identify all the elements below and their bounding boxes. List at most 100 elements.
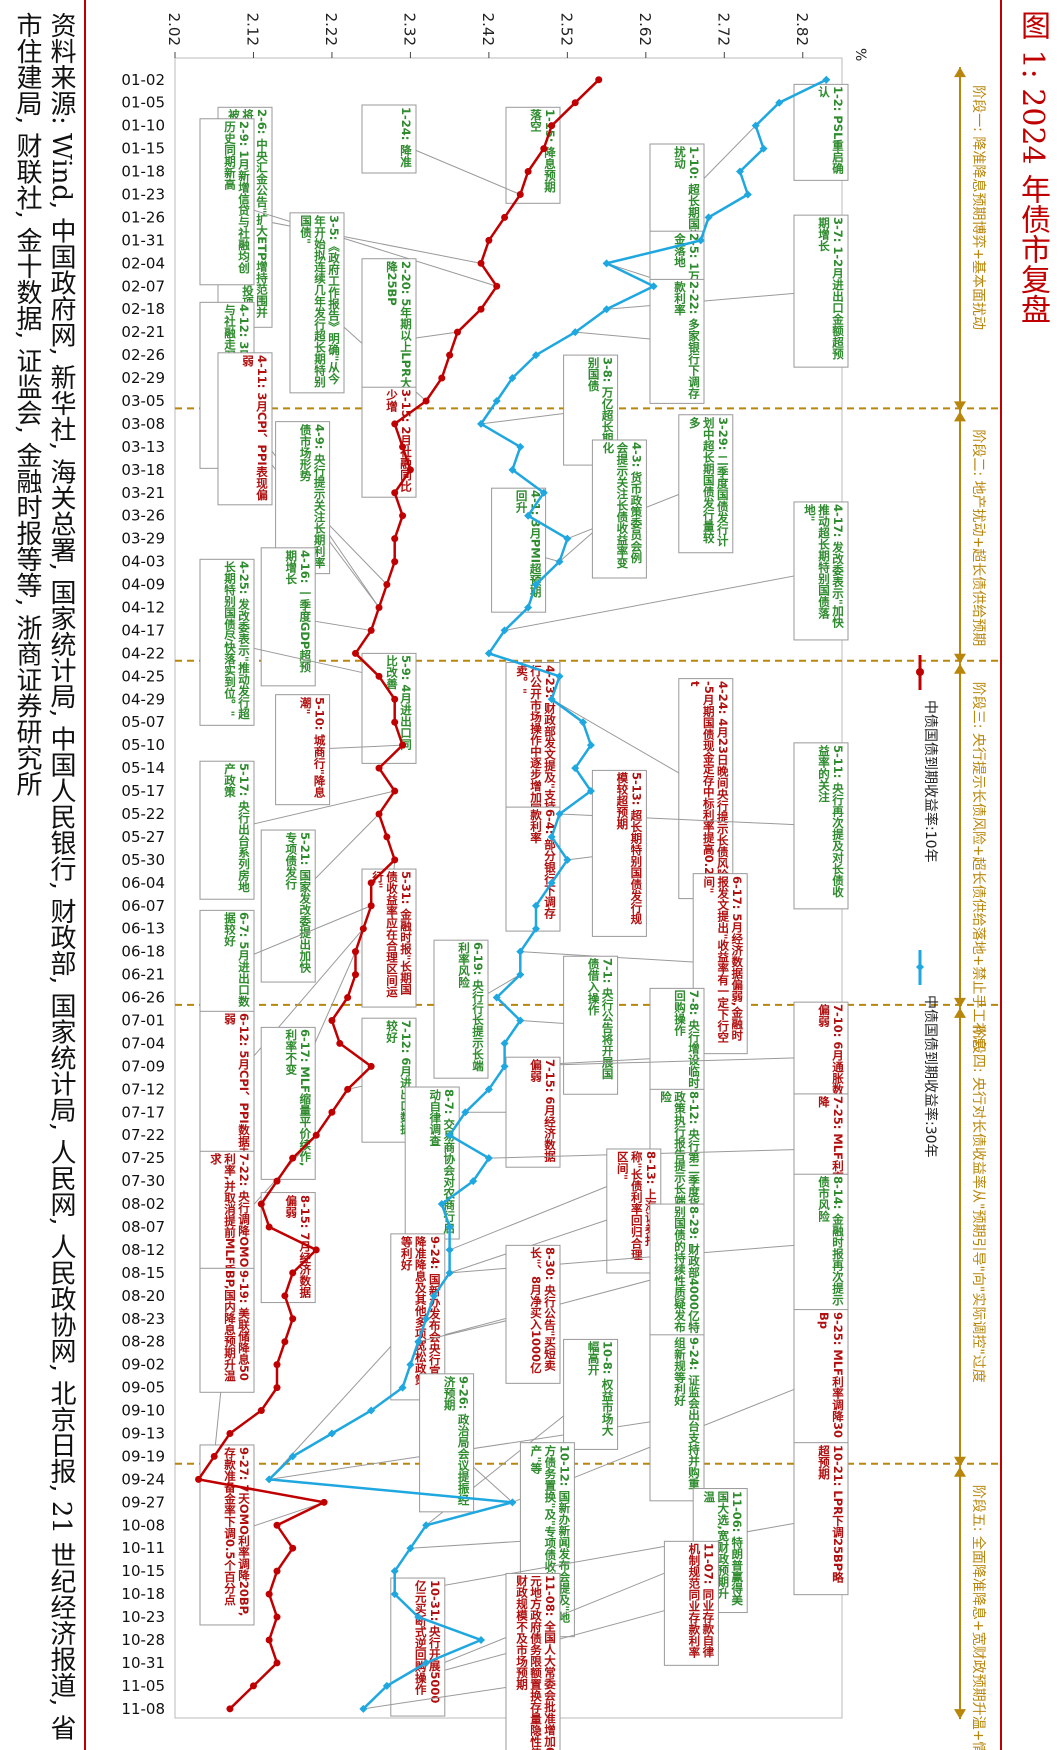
annotation-text-frame: 7-1: 央行公告将开展国债借入操作 (586, 958, 615, 1080)
date-tick-label: 03-18 (121, 461, 165, 479)
date-tick-label: 01-26 (121, 208, 165, 226)
annotation-box (505, 1056, 561, 1168)
data-point-10y (375, 764, 383, 772)
data-point-30y (484, 1154, 493, 1163)
annotation-box (793, 1173, 849, 1313)
annotation-text: 5-21: 国家发改委提出加快专项债发行 (284, 832, 313, 973)
annotation-text-frame: 1-2: PSL重启确认 (817, 86, 845, 174)
annotation-text: 9-19: 美联储降息50BP,国内降息预期升温 (223, 1270, 251, 1382)
annotation-text-frame: 6-12: 5月CPI、PPI数据走弱 (223, 1013, 251, 1158)
data-point-30y (445, 1245, 454, 1254)
annotation-text-frame: 5-9: 4月进出口同比改善 (385, 655, 413, 750)
annotation-box (563, 955, 619, 1095)
annotation-text: 7-1: 央行公告将开展国债借入操作 (586, 958, 615, 1080)
data-point-10y (391, 535, 399, 543)
data-point-30y (649, 282, 658, 291)
annotation-box (199, 558, 255, 726)
annotation-text: 10-21: LPR下调25BP略超预期 (817, 1444, 845, 1583)
data-point-10y (501, 213, 509, 221)
annotation-text-frame: 5-31: 金融时报"长期国债收益率应在合理区间运行" (371, 871, 413, 998)
date-tick-label: 10-18 (121, 1585, 165, 1603)
date-tick-label: 02-29 (121, 369, 165, 387)
annotation-text: 1-24: 降准 (399, 107, 413, 168)
annotation-box (433, 939, 489, 1079)
date-tick-label: 03-08 (121, 415, 165, 433)
data-point-10y (351, 649, 359, 657)
data-point-30y (696, 236, 705, 245)
date-tick-label: 08-20 (121, 1287, 165, 1305)
annotation-text: 5-17: 央行出台系列房地产政策 (223, 763, 251, 893)
phase-arrow-end (954, 1456, 966, 1467)
date-tick-label: 06-04 (121, 874, 165, 892)
value-tick-label: 2.82 (793, 13, 811, 46)
date-tick-label: 04-12 (121, 598, 165, 616)
annotation-text-frame: 4-1: 3月PMI超预期回升 (515, 490, 543, 598)
data-point-10y (383, 581, 391, 589)
data-point-30y (327, 1429, 336, 1438)
data-point-10y (320, 1498, 328, 1506)
legend-label-10y: 中债国债到期收益率:10年 (922, 700, 939, 863)
annotation-box (260, 1026, 316, 1180)
annotation-text: 4-11: 3月CPI、PPI表现偏弱 (241, 354, 269, 500)
date-tick-label: 06-07 (121, 897, 165, 915)
data-point-30y (461, 1108, 470, 1117)
data-point-10y (312, 1246, 320, 1254)
annotation-text-frame: 9-24: 证监会出台支持并购重组新规等利好 (673, 1337, 701, 1489)
annotation-text-frame: 5-11: 央行再次提及对长债收益率的关注 (817, 745, 845, 897)
data-point-30y (743, 190, 752, 199)
date-tick-label: 10-23 (121, 1608, 165, 1626)
data-point-30y (469, 1177, 478, 1186)
data-point-10y (273, 1567, 281, 1575)
annotation-box (199, 760, 255, 900)
data-point-10y (273, 1613, 281, 1621)
data-point-10y (399, 741, 407, 749)
phase-arrow-start (954, 1466, 966, 1477)
data-point-10y (516, 190, 524, 198)
annotation-text: 6-17: MLF缩量平价续作,利率不变 (284, 1029, 313, 1167)
data-point-30y (563, 534, 572, 543)
annotation-text: 11-06: 特朗普赢得美国大选,宽财政预期升温 (702, 1490, 745, 1605)
annotation-text-frame: 8-15: 7月经济数据偏弱 (284, 1195, 312, 1298)
annotation-box (649, 278, 705, 404)
data-point-30y (516, 1016, 525, 1025)
annotation-text-frame: 11-08: 全国人大常委会批准增加6万亿元地方政府债务限额置换存量隐性债务,宽… (515, 1575, 557, 1750)
data-point-10y (273, 1361, 281, 1369)
annotation-text: 7-25: MLF利率调降 (817, 1095, 845, 1195)
phase-label: 阶段一: 降准降息预期博弈+基本面扰动 (970, 85, 987, 330)
date-tick-label: 10-11 (121, 1539, 165, 1557)
date-tick-label: 10-28 (121, 1631, 165, 1649)
data-point-30y (586, 787, 595, 796)
data-point-30y (516, 442, 525, 451)
data-point-10y (195, 1475, 203, 1483)
data-point-30y (429, 1291, 438, 1300)
data-point-30y (531, 351, 540, 360)
data-point-10y (477, 259, 485, 267)
data-point-10y (406, 466, 414, 474)
annotation-text: 6-19: 央行行长提示长端利率风险 (457, 942, 485, 1072)
phase-arrow-end (954, 401, 966, 412)
data-point-10y (265, 1223, 273, 1231)
data-point-30y (265, 1475, 274, 1484)
annotation-text-frame: 11-07: 同业存款自律机制规范同业存款利率 (687, 1543, 716, 1659)
annotation-text: 6-4: 部分银行下调存款利率 (529, 809, 557, 919)
date-tick-label: 06-26 (121, 989, 165, 1007)
data-point-10y (391, 856, 399, 864)
annotation-box (793, 214, 849, 368)
annotation-text-frame: 3-7: 1-2月进出口金额超预期增长 (817, 217, 845, 360)
annotation-box (260, 547, 316, 687)
annotation-box (275, 694, 331, 806)
date-tick-label: 05-27 (121, 828, 165, 846)
data-point-10y (485, 236, 493, 244)
annotation-text: 11-08: 全国人大常委会批准增加6万亿元地方政府债务限额置换存量隐性债务,宽… (515, 1575, 557, 1750)
data-point-30y (390, 1567, 399, 1576)
value-tick-label: 2.52 (557, 13, 575, 46)
annotation-text: 3-7: 1-2月进出口金额超预期增长 (817, 217, 845, 360)
data-point-10y (391, 489, 399, 497)
annotation-text: 11-07: 同业存款自律机制规范同业存款利率 (687, 1543, 716, 1659)
data-point-30y (398, 1383, 407, 1392)
date-tick-label: 05-14 (121, 759, 165, 777)
annotation-text: 6-7: 5月进出口数据较好 (223, 912, 251, 1008)
data-point-10y (210, 1452, 218, 1460)
data-point-30y (414, 1337, 423, 1346)
annotation-text: 7-8: 央行增设临时正逆回购操作 (673, 990, 701, 1112)
